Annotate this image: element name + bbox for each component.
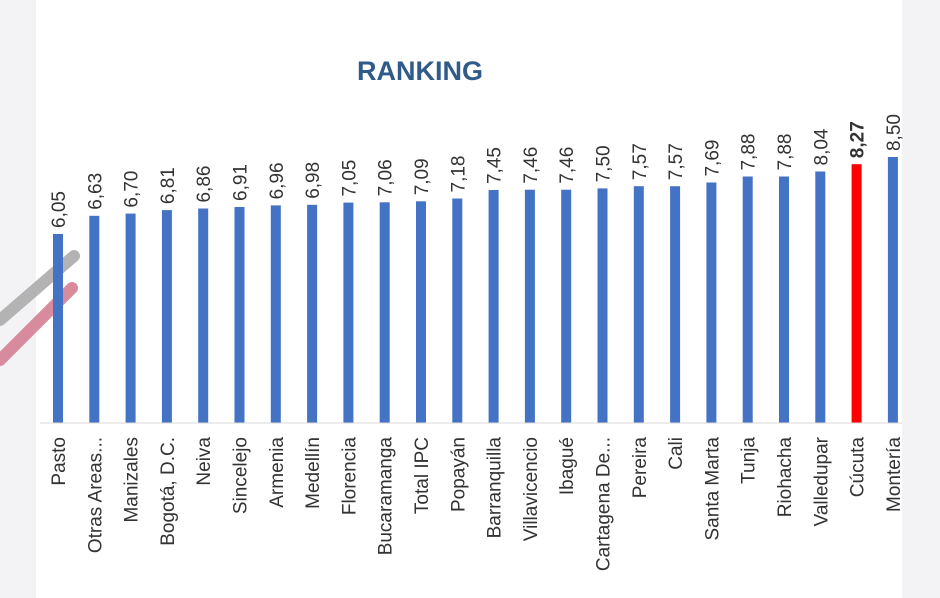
value-label-16: 7,57 [630, 143, 651, 180]
bar-0 [53, 234, 63, 423]
bar-12 [488, 190, 499, 423]
value-label-9: 7,06 [376, 159, 397, 196]
category-label-15: Cartagena De... [594, 437, 615, 571]
value-label-22: 8,27 [848, 121, 869, 158]
value-label-18: 7,69 [702, 140, 723, 177]
value-label-1: 6,63 [85, 173, 106, 210]
bar-7 [307, 204, 318, 423]
category-label-9: Bucaramanga [376, 437, 397, 556]
value-label-3: 6,81 [158, 167, 179, 204]
value-label-19: 7,88 [739, 134, 760, 171]
category-label-13: Villavicencio [521, 437, 542, 541]
category-label-10: Total IPC [412, 437, 433, 514]
value-label-5: 6,91 [231, 164, 252, 201]
value-label-2: 6,70 [122, 171, 143, 208]
bar-15 [597, 188, 608, 423]
category-label-4: Neiva [194, 437, 215, 486]
category-label-19: Tunja [739, 437, 760, 484]
bar-9 [379, 202, 390, 423]
value-label-7: 6,98 [303, 162, 324, 199]
value-label-0: 6,05 [49, 191, 70, 228]
category-label-22: Cúcuta [848, 437, 869, 498]
value-labels: 6,05 6,63 6,70 6,81 6,86 6,91 6,96 6,98 7,05 7,06… [49, 114, 905, 228]
bar-14 [561, 189, 572, 423]
category-label-18: Santa Marta [702, 437, 723, 541]
bar-23 [887, 157, 898, 423]
value-label-17: 7,57 [666, 143, 687, 180]
value-label-21: 8,04 [811, 128, 832, 165]
category-label-5: Sincelejo [231, 437, 252, 514]
category-label-21: Valledupar [811, 436, 832, 526]
category-label-6: Armenia [267, 437, 288, 508]
chart-title: RANKING [357, 56, 483, 86]
value-label-23: 8,50 [884, 114, 905, 151]
bar-8 [343, 202, 354, 423]
bars [53, 157, 898, 423]
bar-10 [416, 201, 426, 423]
bar-22 [851, 164, 862, 423]
category-label-23: Montería [884, 437, 905, 512]
category-label-17: Cali [666, 437, 687, 470]
bar-21 [815, 171, 826, 423]
value-label-15: 7,50 [594, 145, 615, 182]
bar-20 [779, 176, 789, 423]
value-label-12: 7,45 [485, 147, 506, 184]
bar-11 [452, 198, 463, 423]
category-label-0: Pasto [49, 437, 70, 486]
bar-1 [89, 215, 100, 423]
category-label-3: Bogotá, D.C. [158, 437, 179, 546]
value-label-8: 7,05 [339, 160, 360, 197]
bar-4 [198, 208, 209, 423]
value-label-11: 7,18 [448, 156, 469, 193]
category-label-8: Florencia [339, 437, 360, 516]
category-label-16: Pereira [630, 437, 651, 499]
bar-19 [742, 176, 753, 423]
category-label-14: Ibagué [557, 437, 578, 495]
bar-2 [125, 213, 136, 423]
chart-panel [36, 0, 902, 598]
bar-16 [633, 186, 644, 423]
category-label-20: Riohacha [775, 437, 796, 518]
bar-17 [670, 186, 681, 423]
value-label-13: 7,46 [521, 147, 542, 184]
category-label-12: Barranquilla [485, 437, 506, 539]
value-label-6: 6,96 [267, 162, 288, 199]
category-labels: Pasto Otras Areas... Manizales Bogotá, D.C.… [49, 436, 905, 571]
bar-3 [161, 210, 172, 423]
category-label-1: Otras Areas... [85, 437, 106, 553]
category-label-2: Manizales [122, 437, 143, 523]
value-label-4: 6,86 [194, 166, 215, 203]
value-label-14: 7,46 [557, 147, 578, 184]
category-label-7: Medellín [303, 437, 324, 509]
bar-18 [706, 182, 717, 423]
category-label-11: Popayán [448, 437, 469, 512]
bar-6 [270, 205, 281, 423]
value-label-10: 7,09 [412, 158, 433, 195]
value-label-20: 7,88 [775, 134, 796, 171]
bar-5 [234, 207, 245, 423]
bar-13 [524, 189, 535, 423]
